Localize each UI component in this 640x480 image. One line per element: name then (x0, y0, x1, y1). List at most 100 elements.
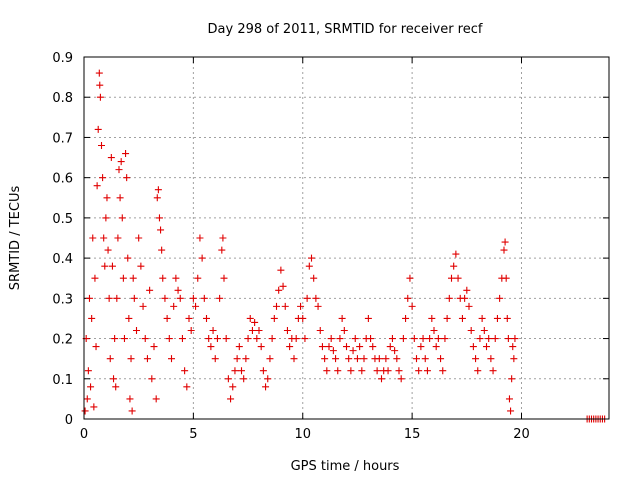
data-point-marker (123, 174, 131, 182)
y-tick-label: 0 (65, 413, 73, 428)
data-point-marker (216, 294, 224, 302)
data-point-marker (146, 286, 154, 294)
data-point-marker (112, 383, 120, 391)
data-point-marker (85, 294, 93, 302)
plot-frame (83, 56, 610, 420)
y-tick-label: 0.3 (52, 292, 73, 307)
data-point-marker (404, 294, 412, 302)
data-point-marker (351, 335, 359, 343)
data-point-marker (81, 407, 89, 415)
data-point-marker (347, 367, 355, 375)
data-point-marker (150, 343, 158, 351)
x-tick-label: 0 (80, 427, 88, 442)
data-point-marker (485, 335, 493, 343)
data-point-marker (421, 355, 429, 363)
data-point-marker (501, 238, 509, 246)
data-point-marker (255, 327, 263, 335)
data-point-marker (487, 355, 495, 363)
data-point-marker (434, 335, 442, 343)
data-point-marker (378, 375, 385, 383)
data-point-marker (426, 335, 434, 343)
data-point-marker (360, 355, 368, 363)
y-tick-label: 0.1 (52, 373, 73, 388)
data-point-marker (273, 302, 280, 310)
data-point-marker (87, 383, 95, 391)
data-point-marker (463, 286, 471, 294)
data-point-marker (100, 234, 108, 242)
data-point-marker (172, 274, 180, 282)
x-tick-label: 5 (189, 427, 197, 442)
data-point-marker (391, 347, 399, 355)
data-point-marker (275, 286, 283, 294)
y-tick-label: 0.5 (52, 212, 73, 227)
data-point-marker (148, 375, 156, 383)
data-point-marker (181, 367, 189, 375)
data-point-marker (373, 367, 381, 375)
data-point-marker (489, 367, 497, 375)
data-point-marker (279, 282, 287, 290)
data-point-marker (441, 335, 449, 343)
data-point-marker (128, 407, 136, 415)
data-point-marker (443, 314, 451, 322)
data-point-marker (458, 314, 466, 322)
data-point-marker (130, 294, 138, 302)
data-point-marker (410, 335, 418, 343)
data-point-marker (240, 375, 248, 383)
data-point-marker (511, 335, 519, 343)
data-point-marker (127, 355, 135, 363)
data-point-marker (96, 93, 104, 101)
data-point-marker (101, 262, 109, 270)
data-point-marker (353, 355, 361, 363)
data-point-marker (98, 141, 105, 149)
data-point-marker (305, 262, 313, 270)
data-point-marker (220, 274, 228, 282)
data-point-marker (259, 367, 267, 375)
data-point-marker (106, 355, 114, 363)
y-tick-label: 0.4 (52, 252, 73, 267)
data-point-marker (483, 343, 490, 351)
data-point-marker (111, 335, 119, 343)
data-point-marker (329, 347, 337, 355)
data-point-marker (432, 343, 440, 351)
x-tick-label: 10 (294, 427, 311, 442)
data-point-marker (92, 343, 100, 351)
data-point-marker (301, 335, 309, 343)
data-point-marker (419, 335, 427, 343)
data-point-marker (143, 355, 151, 363)
data-point-marker (84, 367, 92, 375)
data-point-marker (450, 262, 458, 270)
x-tick-label: 15 (404, 427, 421, 442)
y-tick-labels: 0 0.1 0.2 0.3 0.4 0.5 0.6 0.7 0.8 0.9 (52, 51, 73, 428)
data-point-marker (266, 355, 274, 363)
data-point-marker (168, 355, 175, 363)
data-point-marker (417, 343, 425, 351)
data-point-marker (103, 194, 111, 202)
data-point-marker (118, 214, 126, 222)
data-point-marker (327, 335, 335, 343)
data-point-marker (209, 327, 217, 335)
data-point-marker (174, 286, 182, 294)
data-point-marker (248, 327, 256, 335)
data-point-marker (133, 327, 140, 335)
data-point-marker (281, 302, 289, 310)
data-point-marker (299, 314, 307, 322)
data-point-marker (194, 274, 202, 282)
data-point-marker (105, 294, 113, 302)
data-point-marker (500, 246, 508, 254)
data-point-marker (122, 150, 130, 158)
data-point-marker (95, 69, 103, 77)
data-point-marker (283, 327, 291, 335)
data-point-marker (395, 367, 403, 375)
data-point-marker (163, 314, 171, 322)
data-point-marker (452, 250, 460, 258)
data-point-marker (257, 343, 265, 351)
data-point-marker (119, 274, 127, 282)
data-point-marker (170, 302, 178, 310)
data-point-marker (242, 355, 250, 363)
y-axis-label: SRMTID / TECUs (8, 186, 23, 291)
data-point-marker (504, 335, 512, 343)
data-point-marker (99, 174, 107, 182)
data-point-marker (318, 343, 326, 351)
data-point-marker (233, 355, 241, 363)
data-point-marker (336, 335, 344, 343)
